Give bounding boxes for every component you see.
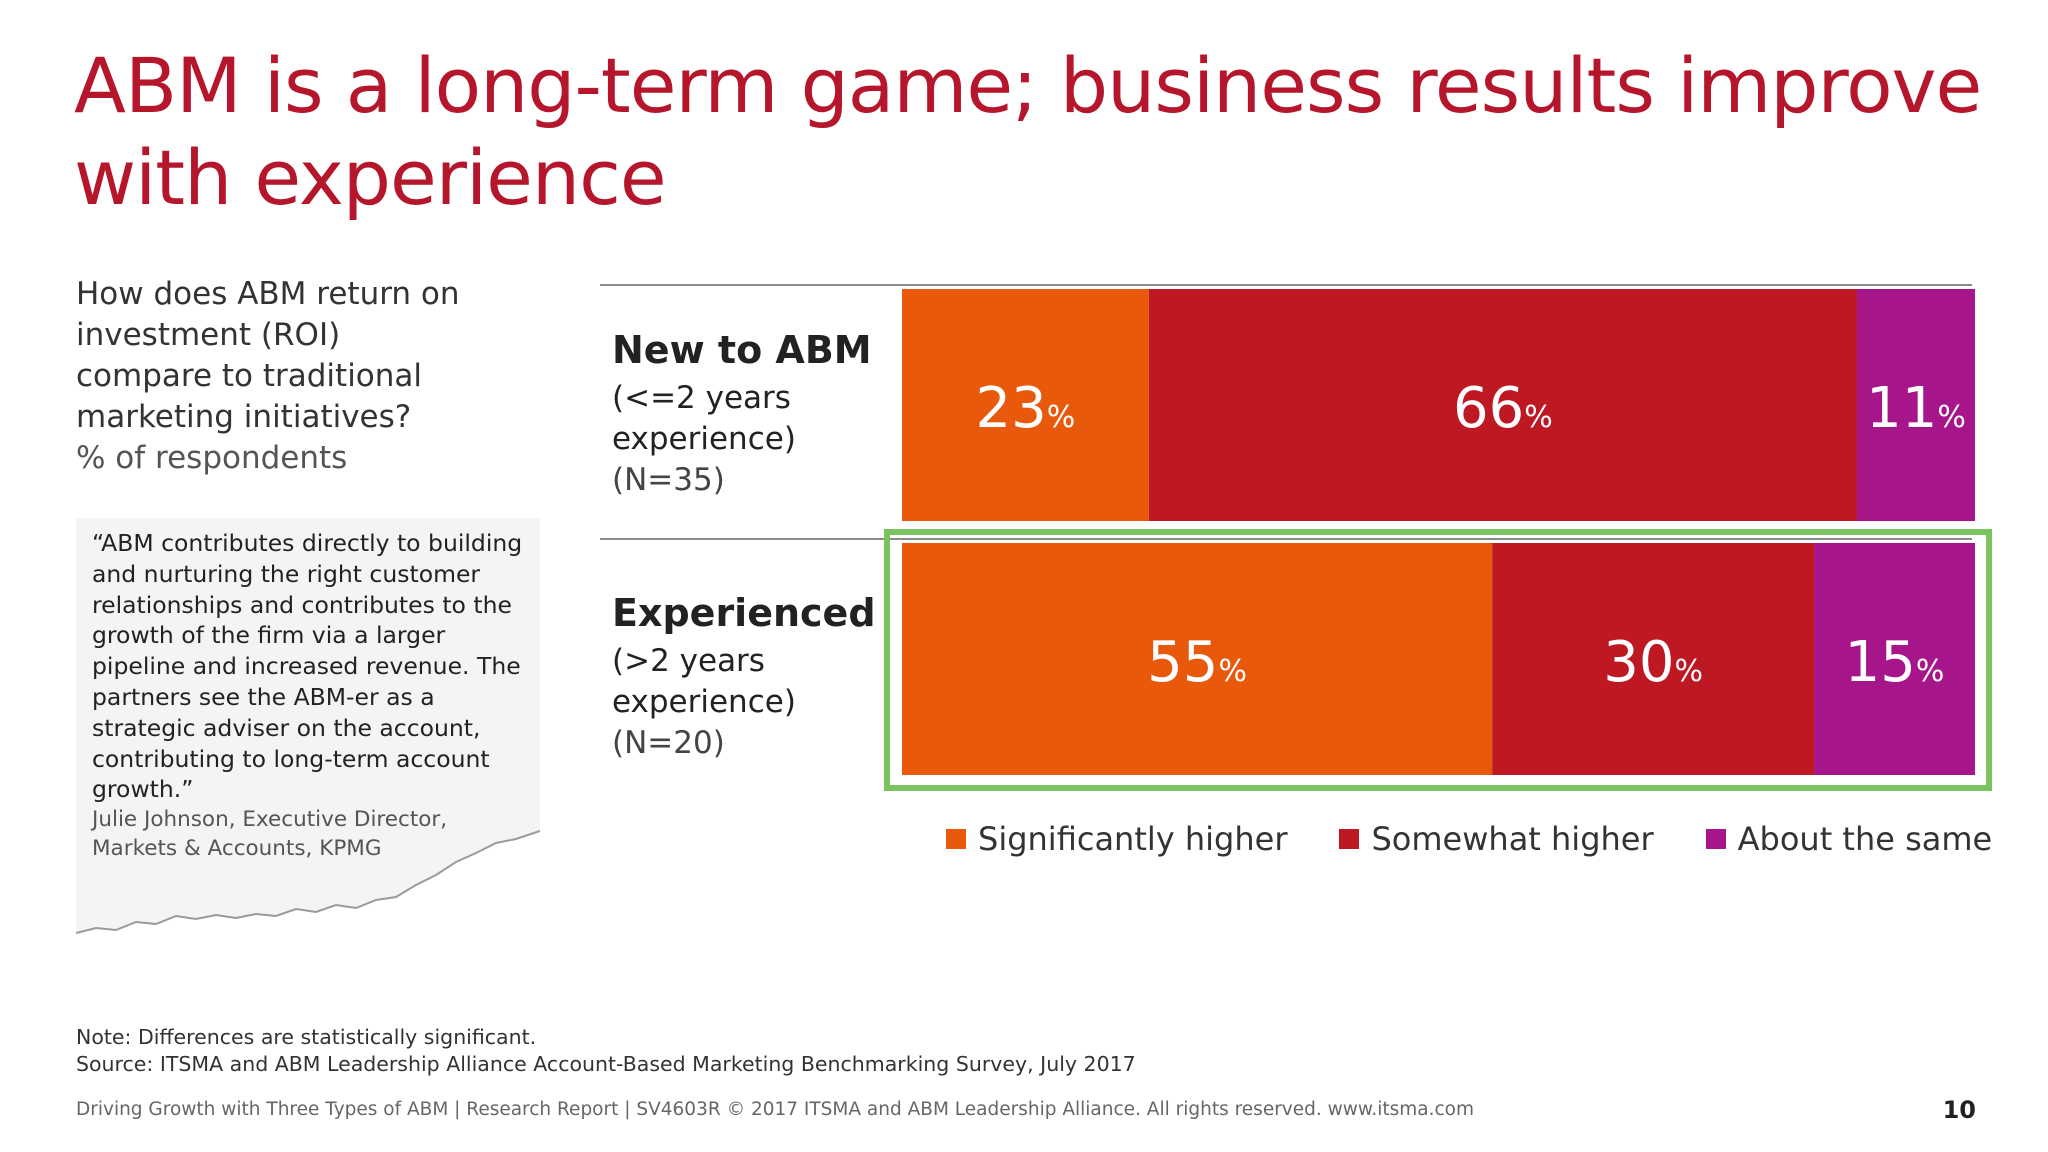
row-subtext: experience) [612,421,796,457]
page-footer: Driving Growth with Three Types of ABM |… [76,1099,1474,1120]
legend-item: Somewhat higher [1339,820,1654,858]
page-number: 10 [1942,1096,1976,1124]
legend-label: About the same [1737,820,1993,858]
row-divider [600,284,1972,286]
unit-label: % of respondents [76,440,348,476]
row-label-experienced: Experienced (>2 years experience) (N=20) [612,589,892,764]
bar-value-label: 15% [1845,630,1945,695]
row-subtext: (>2 years [612,643,765,679]
bar-segment [1492,543,1815,775]
bar-value-label: 30% [1603,630,1703,695]
row-subtext: (<=2 years [612,380,791,416]
question-line: marketing initiatives? [76,399,412,435]
bar-value-label: 23% [976,376,1076,441]
legend-swatch [1705,829,1726,849]
footnote: Note: Differences are statistically sign… [76,1024,1136,1078]
chart-question: How does ABM return on investment (ROI) … [76,274,496,479]
row-divider [600,538,1972,540]
bar-segment [902,543,1493,775]
bar-value-label: 55% [1147,630,1247,695]
question-line: How does ABM return on [76,276,460,312]
title-line-1: ABM is a long-term game; business result… [74,41,1982,130]
bar-value-label: 66% [1453,376,1553,441]
bar-segment [902,289,1149,521]
legend-swatch [1339,829,1360,849]
quote-text: “ABM contributes directly to building an… [92,529,523,804]
legend-item: About the same [1705,820,1993,858]
source-text: Source: ITSMA and ABM Leadership Allianc… [76,1052,1136,1076]
experienced-highlight-frame [884,529,1992,791]
question-line: compare to traditional [76,358,423,394]
quote-attribution: Julie Johnson, Executive Director, Marke… [92,806,532,863]
chart-legend: Significantly higher Somewhat higher Abo… [946,820,1992,858]
row-label-new: New to ABM (<=2 years experience) (N=35) [612,326,892,501]
row-subtext: experience) [612,684,796,720]
legend-label: Significantly higher [978,820,1288,858]
question-line: investment (ROI) [76,317,341,353]
legend-swatch [946,829,966,849]
bar-segment [1856,289,1975,521]
legend-label: Somewhat higher [1371,820,1654,858]
bar-segment [1814,543,1975,775]
attribution-line: Markets & Accounts, KPMG [92,835,382,861]
attribution-line: Julie Johnson, Executive Director, [92,807,448,832]
legend-item: Significantly higher [946,820,1287,858]
bar-value-label: 11% [1866,376,1966,441]
growth-line-decoration [76,830,540,943]
title-line-2: with experience [74,133,667,222]
row-sample-size: (N=35) [612,462,725,498]
note-text: Note: Differences are statistically sign… [76,1025,537,1049]
row-heading: Experienced [612,591,876,635]
bar-segment [1148,289,1857,521]
page-title: ABM is a long-term game; business result… [74,40,1994,224]
row-heading: New to ABM [612,328,872,372]
row-sample-size: (N=20) [612,725,725,761]
